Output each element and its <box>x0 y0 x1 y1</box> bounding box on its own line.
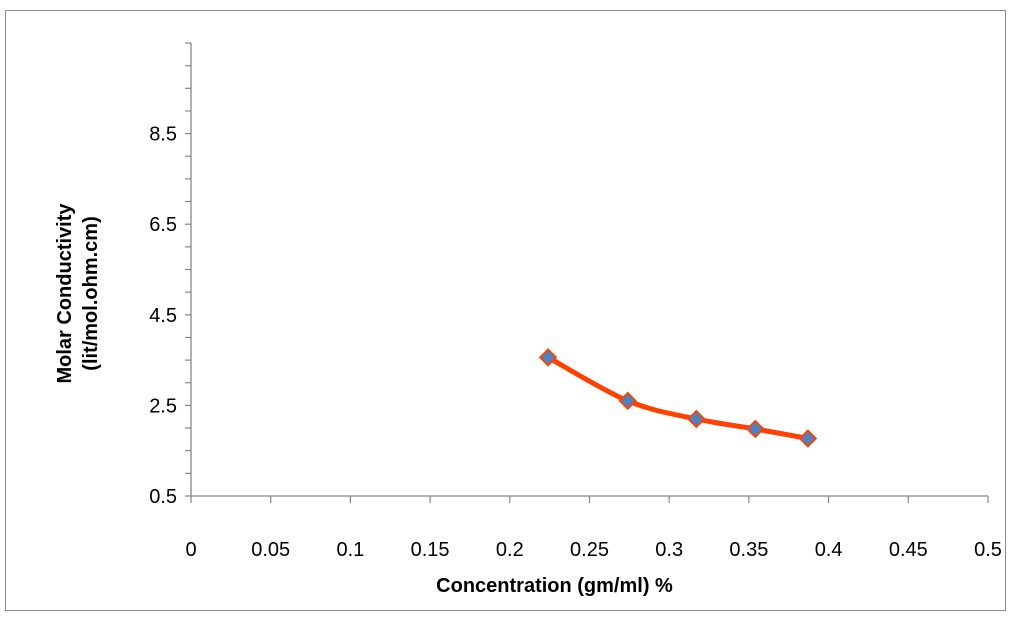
x-tick-label: 0.2 <box>496 539 524 561</box>
y-tick-label: 6.5 <box>149 214 177 236</box>
x-tick-label: 0 <box>185 539 196 561</box>
chart-frame <box>5 10 1006 611</box>
x-tick-label: 0.3 <box>655 539 683 561</box>
x-tick-label: 0.05 <box>251 539 290 561</box>
data-point <box>687 409 706 429</box>
data-point <box>746 419 765 439</box>
data-point <box>798 429 818 448</box>
x-tick-label: 0.25 <box>570 539 609 561</box>
series-layer <box>538 348 818 448</box>
axes <box>190 43 988 497</box>
x-axis-title: Concentration (gm/ml) % <box>436 575 673 597</box>
y-tick-label: 0.5 <box>149 486 177 508</box>
ticks <box>185 42 989 503</box>
x-tick-label: 0.45 <box>889 539 928 561</box>
x-tick-label: 0.1 <box>336 539 364 561</box>
y-tick-label: 2.5 <box>149 395 177 417</box>
y-tick-label: 4.5 <box>149 305 177 327</box>
x-tick-label: 0.4 <box>815 539 843 561</box>
tick-labels: 0.5 2.5 4.5 6.5 8.5 0 0.05 0.1 0.15 0.2 0.25 0.3 0.3… <box>149 124 1002 561</box>
data-point <box>618 391 638 411</box>
y-axis-title: Molar Conductivity (lit/mol.ohm.cm) <box>54 203 102 384</box>
y-tick-label: 8.5 <box>149 124 177 146</box>
y-axis-title-line-1: Molar Conductivity <box>54 203 76 384</box>
y-axis-title-line-2: (lit/mol.ohm.cm) <box>80 216 102 370</box>
x-tick-label: 0.15 <box>411 539 450 561</box>
x-tick-label: 0.5 <box>974 539 1002 561</box>
series-line <box>545 354 811 441</box>
data-point <box>538 348 558 367</box>
x-tick-label: 0.35 <box>729 539 768 561</box>
